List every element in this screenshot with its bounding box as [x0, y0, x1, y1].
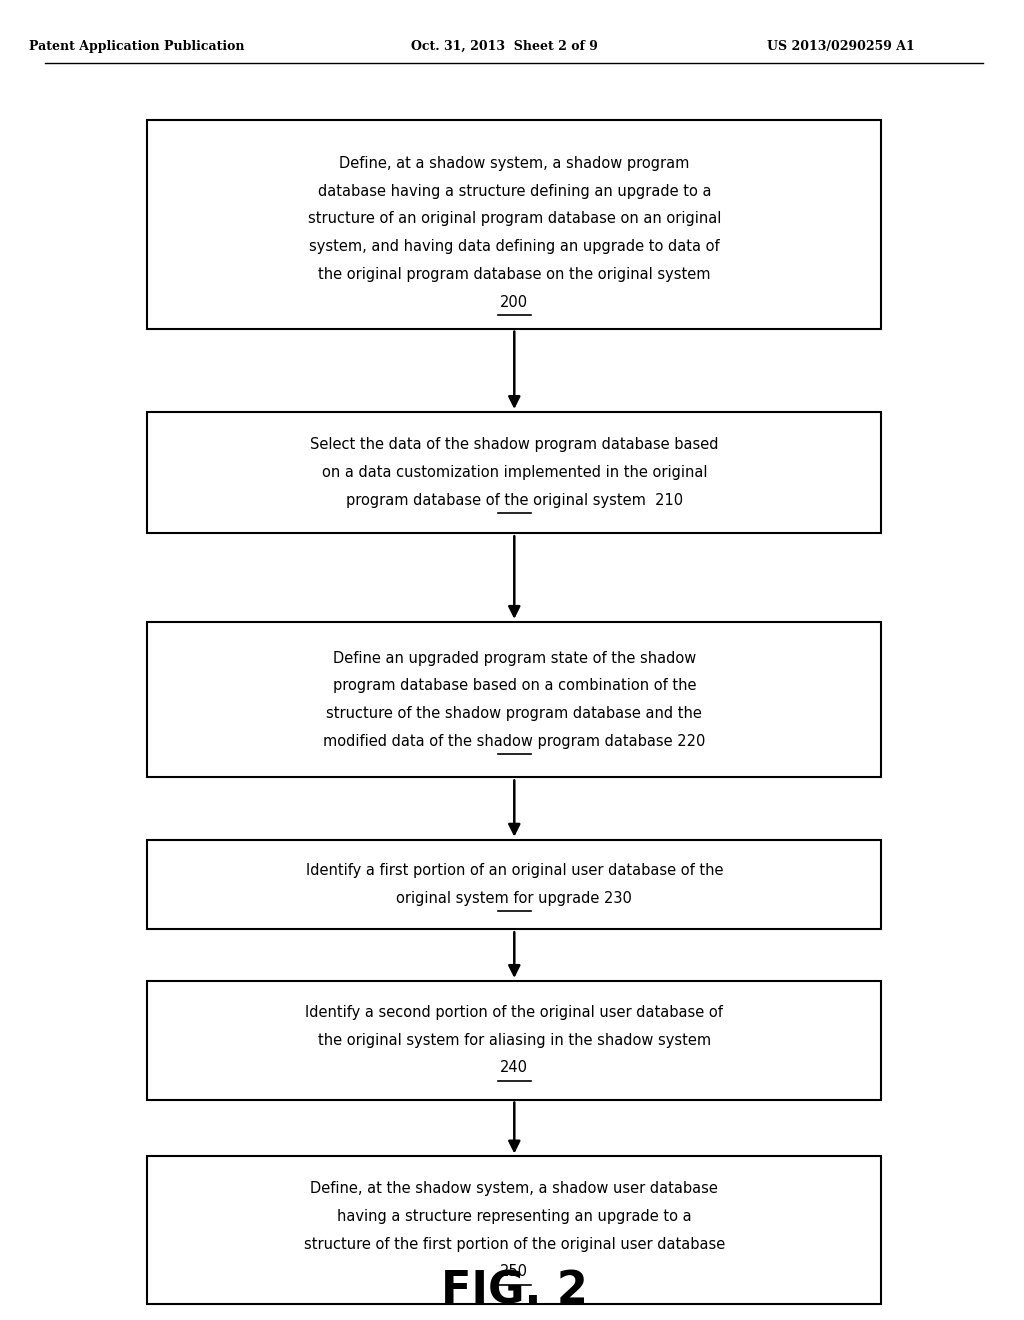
Text: program database based on a combination of the: program database based on a combination …: [333, 678, 696, 693]
Text: original system for upgrade 230: original system for upgrade 230: [396, 891, 632, 906]
Text: Define an upgraded program state of the shadow: Define an upgraded program state of the …: [333, 651, 696, 665]
Text: structure of the first portion of the original user database: structure of the first portion of the or…: [304, 1237, 725, 1251]
Text: Define, at a shadow system, a shadow program: Define, at a shadow system, a shadow pro…: [339, 156, 689, 170]
Text: structure of an original program database on an original: structure of an original program databas…: [307, 211, 721, 226]
Text: Patent Application Publication: Patent Application Publication: [30, 40, 245, 53]
Text: having a structure representing an upgrade to a: having a structure representing an upgra…: [337, 1209, 691, 1224]
FancyBboxPatch shape: [147, 120, 882, 329]
Text: Oct. 31, 2013  Sheet 2 of 9: Oct. 31, 2013 Sheet 2 of 9: [411, 40, 598, 53]
Text: system, and having data defining an upgrade to data of: system, and having data defining an upgr…: [309, 239, 720, 253]
Text: 240: 240: [501, 1060, 528, 1076]
FancyBboxPatch shape: [147, 840, 882, 929]
Text: the original program database on the original system: the original program database on the ori…: [318, 267, 711, 281]
Text: modified data of the shadow program database 220: modified data of the shadow program data…: [324, 734, 706, 748]
FancyBboxPatch shape: [147, 622, 882, 777]
Text: 200: 200: [501, 294, 528, 309]
Text: Define, at the shadow system, a shadow user database: Define, at the shadow system, a shadow u…: [310, 1181, 718, 1196]
Text: Identify a second portion of the original user database of: Identify a second portion of the origina…: [305, 1005, 723, 1020]
Text: structure of the shadow program database and the: structure of the shadow program database…: [327, 706, 702, 721]
Text: 250: 250: [501, 1265, 528, 1279]
Text: program database of the original system  210: program database of the original system …: [346, 492, 683, 508]
Text: US 2013/0290259 A1: US 2013/0290259 A1: [767, 40, 914, 53]
Text: FIG. 2: FIG. 2: [441, 1270, 588, 1312]
Text: on a data customization implemented in the original: on a data customization implemented in t…: [322, 465, 707, 480]
FancyBboxPatch shape: [147, 981, 882, 1100]
Text: database having a structure defining an upgrade to a: database having a structure defining an …: [317, 183, 711, 198]
FancyBboxPatch shape: [147, 1156, 882, 1304]
FancyBboxPatch shape: [147, 412, 882, 533]
Text: Select the data of the shadow program database based: Select the data of the shadow program da…: [310, 437, 719, 453]
Text: the original system for aliasing in the shadow system: the original system for aliasing in the …: [317, 1032, 711, 1048]
Text: Identify a first portion of an original user database of the: Identify a first portion of an original …: [305, 863, 723, 878]
